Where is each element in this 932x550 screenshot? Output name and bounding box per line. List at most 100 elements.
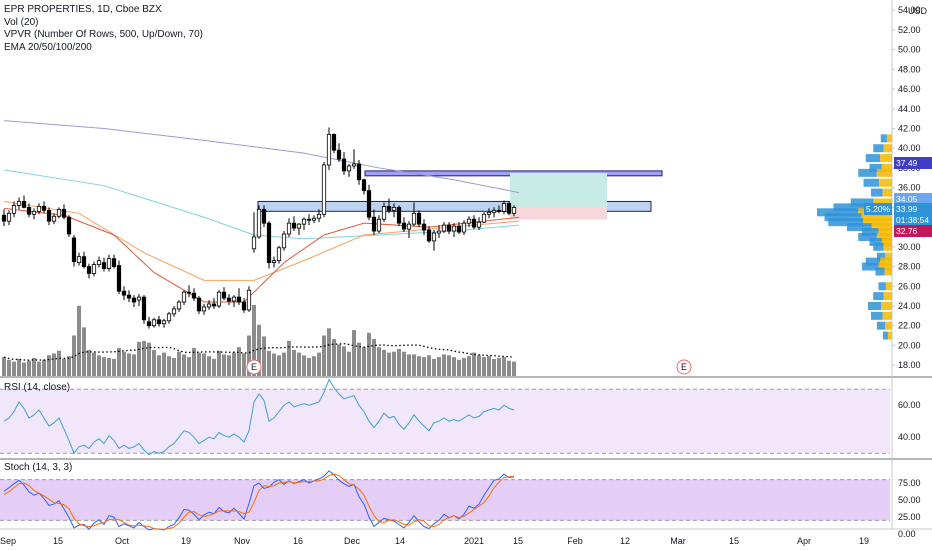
volume-bar bbox=[332, 339, 336, 376]
candle-body bbox=[426, 229, 432, 242]
candle-body bbox=[121, 290, 127, 296]
candle-body bbox=[91, 264, 97, 274]
volume-bar bbox=[377, 347, 381, 376]
volume-bar bbox=[382, 349, 386, 376]
price-tag-label: 37.49 bbox=[896, 158, 918, 168]
candle-body bbox=[186, 291, 192, 294]
target-zone bbox=[510, 172, 607, 207]
candle-body bbox=[311, 217, 317, 221]
volume-bar bbox=[327, 328, 331, 376]
volume-bar bbox=[457, 359, 461, 376]
candle-body bbox=[331, 134, 337, 151]
candle-body bbox=[386, 205, 392, 211]
candle-body bbox=[36, 205, 42, 212]
vpvr-up-bar bbox=[868, 301, 882, 310]
candle-body bbox=[156, 319, 162, 325]
candle-body bbox=[496, 209, 502, 212]
time-axis-label: 2021 bbox=[464, 536, 484, 546]
candle-body bbox=[271, 260, 277, 263]
vpvr-down-bar bbox=[861, 213, 892, 222]
volume-bar bbox=[422, 357, 426, 376]
vpvr-up-bar bbox=[847, 223, 872, 232]
candle-body bbox=[266, 222, 272, 263]
volume-bar bbox=[392, 351, 396, 376]
volume-bar bbox=[177, 351, 181, 376]
legend-volume[interactable]: Vol (20) bbox=[4, 16, 39, 28]
volume-bar bbox=[212, 358, 216, 376]
vpvr-down-bar bbox=[885, 252, 892, 261]
volume-bar bbox=[102, 357, 106, 376]
candle-body bbox=[281, 233, 287, 249]
volume-bar bbox=[292, 349, 296, 376]
candle-body bbox=[26, 206, 32, 215]
candle-body bbox=[476, 221, 482, 228]
price-tick-label: 42.00 bbox=[898, 124, 921, 134]
vpvr-down-bar bbox=[883, 144, 892, 153]
volume-bar bbox=[82, 327, 86, 376]
volume-bar bbox=[2, 357, 6, 376]
vpvr-up-bar bbox=[863, 178, 880, 187]
volume-bar bbox=[97, 355, 101, 376]
price-tag-label: 01:38:54 bbox=[896, 215, 929, 225]
price-tag bbox=[894, 193, 932, 205]
chart-legend: EPR PROPERTIES, 1D, Cboe BZX Vol (20) VP… bbox=[4, 4, 203, 54]
vpvr-up-bar bbox=[880, 134, 887, 143]
candle-body bbox=[251, 236, 257, 250]
candle-body bbox=[446, 224, 452, 232]
volume-bar bbox=[202, 353, 206, 376]
candle-body bbox=[416, 212, 422, 225]
candle-body bbox=[501, 203, 507, 212]
volume-bar bbox=[237, 347, 241, 376]
candle-body bbox=[396, 206, 402, 224]
candle-body bbox=[76, 256, 82, 263]
candle-body bbox=[41, 205, 47, 211]
candle-body bbox=[16, 201, 22, 206]
time-axis-label: Sep bbox=[0, 536, 16, 546]
earnings-marker bbox=[676, 359, 692, 375]
candle-body bbox=[216, 291, 222, 307]
vpvr-up-bar bbox=[869, 163, 882, 172]
price-tag bbox=[894, 214, 932, 226]
candle-body bbox=[481, 213, 487, 223]
vpvr-down-bar bbox=[887, 331, 892, 340]
candle-body bbox=[461, 222, 467, 233]
volume-bar bbox=[342, 346, 346, 376]
legend-vpvr[interactable]: VPVR (Number Of Rows, 500, Up/Down, 70) bbox=[4, 29, 203, 40]
price-tag bbox=[894, 225, 932, 237]
volume-bar bbox=[257, 324, 261, 376]
candle-body bbox=[21, 201, 27, 208]
volume-bar bbox=[487, 356, 491, 376]
stoch-pane-label[interactable]: Stoch (14, 3, 3) bbox=[4, 462, 73, 473]
vpvr-up-bar bbox=[877, 252, 886, 261]
candle-body bbox=[411, 212, 417, 225]
vpvr-up-bar bbox=[871, 188, 883, 197]
vpvr-down-bar bbox=[885, 321, 892, 330]
vpvr-up-bar bbox=[862, 262, 879, 271]
volume-bar bbox=[197, 352, 201, 376]
percent-tag bbox=[864, 203, 892, 215]
volume-bar bbox=[322, 335, 326, 376]
candle-body bbox=[466, 218, 472, 224]
candle-body bbox=[241, 301, 247, 311]
candle-body bbox=[1, 214, 7, 222]
volume-bar bbox=[127, 353, 131, 376]
stoch-tick-label: 75.00 bbox=[898, 478, 921, 488]
vpvr-up-bar bbox=[858, 168, 877, 177]
candle-body bbox=[361, 179, 367, 192]
candle-body bbox=[66, 216, 72, 235]
vpvr-up-bar bbox=[817, 208, 859, 217]
candle-body bbox=[491, 209, 497, 213]
candle-body bbox=[116, 265, 122, 292]
volume-bar bbox=[182, 354, 186, 376]
legend-ema[interactable]: EMA 20/50/100/200 bbox=[4, 41, 92, 53]
candle-body bbox=[306, 218, 312, 221]
rsi-pane-label[interactable]: RSI (14, close) bbox=[4, 382, 71, 393]
volume-bar bbox=[407, 354, 411, 376]
legend-symbol-title[interactable]: EPR PROPERTIES, 1D, Cboe BZX bbox=[4, 4, 162, 15]
candle-body bbox=[236, 296, 242, 303]
candle-body bbox=[111, 258, 117, 267]
volume-bar bbox=[507, 360, 511, 376]
price-tick-label: 22.00 bbox=[898, 321, 921, 331]
price-tick-label: 36.00 bbox=[898, 183, 921, 193]
